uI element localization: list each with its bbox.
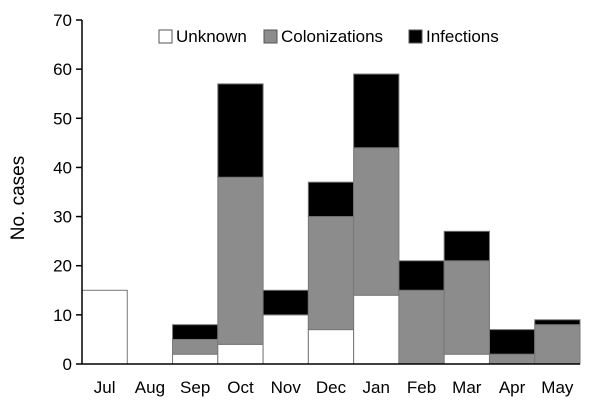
bar-segment-colonizations-mar bbox=[443, 260, 490, 355]
legend-label-colonizations: Colonizations bbox=[281, 27, 383, 46]
legend-label-unknown: Unknown bbox=[176, 27, 247, 46]
bar-segment-infections-dec bbox=[307, 181, 355, 218]
bar-segment-unknown-oct bbox=[217, 343, 264, 365]
bar-segment-unknown-nov bbox=[262, 314, 309, 365]
bar-segment-infections-mar bbox=[443, 230, 490, 262]
bar-segment-colonizations-oct bbox=[217, 176, 264, 345]
bar-segment-infections-jan bbox=[353, 73, 400, 149]
bar-segment-colonizations-may bbox=[534, 324, 581, 365]
bar-segment-colonizations-dec bbox=[307, 216, 355, 331]
x-ticks: Jul Aug Sep Oct Nov Dec Jan Feb Mar Apr May bbox=[94, 378, 574, 397]
x-tick-label-mar: Mar bbox=[452, 378, 482, 397]
bar-segment-infections-apr bbox=[488, 329, 536, 355]
x-tick-label-nov: Nov bbox=[271, 378, 302, 397]
y-tick-label: 50 bbox=[53, 109, 72, 128]
legend: Unknown Colonizations Infections bbox=[158, 27, 499, 46]
bar-segment-unknown-sep bbox=[172, 353, 219, 365]
legend-swatch-colonizations bbox=[263, 29, 278, 44]
x-tick-label-sep: Sep bbox=[180, 378, 210, 397]
x-tick-label-jul: Jul bbox=[94, 378, 116, 397]
bar-segment-colonizations-jan bbox=[353, 147, 400, 296]
bar-segment-unknown-mar bbox=[443, 353, 490, 365]
bar-segment-infections-may bbox=[534, 319, 581, 326]
legend-swatch-infections bbox=[408, 29, 423, 44]
x-tick-label-dec: Dec bbox=[316, 378, 347, 397]
x-tick-label-jan: Jan bbox=[363, 378, 390, 397]
y-tick-label: 0 bbox=[63, 355, 72, 374]
bar-segment-unknown-jan bbox=[353, 294, 400, 365]
legend-label-infections: Infections bbox=[426, 27, 499, 46]
legend-swatch-unknown bbox=[158, 29, 173, 44]
bar-segment-unknown-jul bbox=[81, 289, 128, 365]
x-tick-label-aug: Aug bbox=[135, 378, 165, 397]
bars-layer bbox=[81, 73, 581, 365]
y-ticks: 0 10 20 30 40 50 60 70 bbox=[53, 11, 82, 374]
y-tick-label: 40 bbox=[53, 158, 72, 177]
y-tick-label: 30 bbox=[53, 208, 72, 227]
bar-segment-infections-feb bbox=[398, 260, 445, 291]
bar-segment-unknown-dec bbox=[307, 329, 355, 365]
y-axis-title: No. cases bbox=[8, 156, 29, 240]
bar-segment-infections-oct bbox=[217, 83, 264, 178]
x-tick-label-oct: Oct bbox=[227, 378, 254, 397]
x-tick-label-may: May bbox=[541, 378, 574, 397]
x-tick-label-feb: Feb bbox=[407, 378, 436, 397]
y-tick-label: 70 bbox=[53, 11, 72, 30]
bar-segment-colonizations-apr bbox=[488, 353, 536, 365]
y-tick-label: 10 bbox=[53, 306, 72, 325]
bar-segment-infections-sep bbox=[172, 324, 219, 340]
y-tick-label: 20 bbox=[53, 257, 72, 276]
bar-segment-infections-nov bbox=[262, 289, 309, 316]
x-tick-label-apr: Apr bbox=[499, 378, 526, 397]
bar-segment-colonizations-sep bbox=[172, 338, 219, 355]
bar-segment-colonizations-feb bbox=[398, 289, 445, 365]
y-tick-label: 60 bbox=[53, 60, 72, 79]
